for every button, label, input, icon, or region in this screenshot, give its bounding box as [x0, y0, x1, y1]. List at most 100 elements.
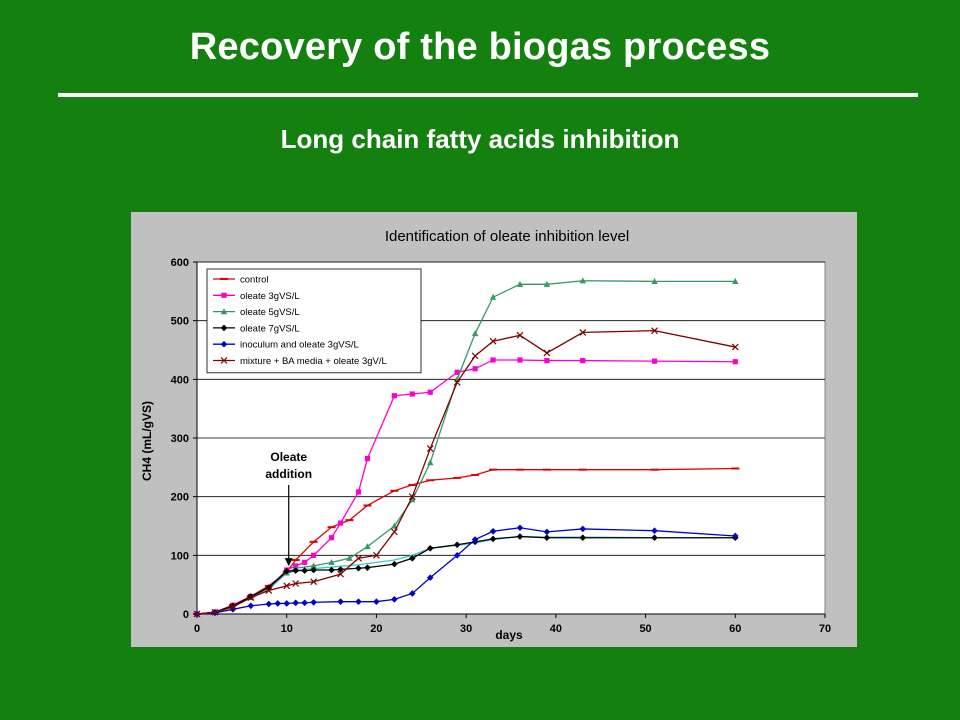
y-tick-label-500: 500: [171, 316, 189, 328]
data-point-1-10: [337, 520, 344, 526]
legend-swatch-marker-1: [221, 292, 227, 298]
data-point-4-13: [391, 596, 398, 603]
data-point-4-12: [373, 598, 380, 605]
data-point-2-8: [328, 558, 335, 565]
data-point-3-7: [301, 567, 308, 574]
series-3: [193, 533, 739, 618]
data-point-1-21: [580, 357, 586, 364]
data-point-4-3: [247, 602, 255, 610]
annotation-layer: Oleate addition: [265, 450, 312, 567]
data-point-3-22: [651, 534, 658, 542]
data-point-1-19: [517, 357, 523, 363]
annotation-arrowhead: [284, 558, 293, 567]
legend-item-2[interactable]: oleate 5gVS/L: [213, 307, 300, 318]
y-axis-label: CH4 (mL/gVS): [140, 401, 154, 481]
data-point-1-11: [355, 489, 362, 495]
data-point-1-13: [391, 393, 397, 399]
data-point-5-20: [651, 327, 658, 335]
data-point-2-20: [651, 277, 658, 284]
data-point-4-5: [274, 600, 282, 607]
data-point-5-6: [292, 580, 300, 587]
title-divider: [58, 93, 918, 97]
data-point-1-12: [364, 455, 371, 462]
legend-item-1[interactable]: oleate 3gVS/L: [213, 291, 300, 302]
data-point-1-17: [472, 366, 478, 372]
data-point-3-14: [409, 554, 416, 562]
data-point-5-2: [229, 603, 237, 611]
legend: control oleate 3gVS/L oleate 5gVS/L oleate …: [206, 268, 422, 374]
series-line-5: [196, 329, 736, 615]
data-point-2-17: [516, 280, 524, 287]
legend-item-4[interactable]: inoculum and oleate 3gVS/L: [213, 340, 359, 351]
data-point-4-19: [516, 524, 524, 532]
data-point-5-5: [283, 582, 291, 590]
series-layer: [193, 277, 740, 618]
data-point-5-8: [337, 570, 344, 578]
y-tick-label-400: 400: [171, 374, 189, 386]
data-point-3-13: [391, 560, 398, 568]
legend-item-0[interactable]: control: [213, 275, 269, 286]
series-line-3: [196, 535, 736, 615]
chart-panel: Identification of oleate inhibition leve…: [131, 212, 857, 647]
data-point-5-15: [471, 352, 479, 360]
data-point-2-7: [310, 562, 317, 569]
data-point-5-13: [426, 445, 434, 452]
legend-item-3[interactable]: oleate 7gVS/L: [213, 323, 300, 334]
chart-title: Identification of oleate inhibition leve…: [385, 228, 629, 245]
data-point-2-15: [471, 330, 479, 337]
legend-box: [206, 268, 422, 374]
data-point-2-16: [489, 293, 497, 300]
data-point-4-14: [409, 590, 416, 597]
axes: 0 100 200 300 400 500 600 0 10 20 30 40 50 60 70: [171, 257, 831, 635]
data-point-4-9: [310, 598, 317, 606]
data-point-5-16: [489, 337, 497, 345]
x-axis-label: days: [495, 628, 523, 642]
data-point-1-22: [651, 358, 658, 364]
legend-label-2: oleate 5gVS/L: [240, 307, 300, 318]
x-tick-label-30: 30: [460, 623, 472, 635]
data-point-1-15: [427, 389, 433, 395]
data-point-5-1: [211, 608, 219, 616]
data-point-5-18: [543, 349, 551, 357]
legend-label-3: oleate 7gVS/L: [240, 323, 300, 334]
data-point-5-0: [193, 610, 201, 618]
data-point-4-11: [355, 598, 362, 605]
data-point-2-19: [579, 277, 586, 284]
x-tick-label-70: 70: [819, 623, 831, 635]
data-point-4-4: [265, 600, 273, 608]
data-point-1-9: [328, 535, 335, 541]
data-point-5-4: [265, 587, 273, 594]
y-tick-label-200: 200: [171, 492, 189, 504]
legend-item-5[interactable]: mixture + BA media + oleate 3gV/L: [213, 356, 387, 367]
x-tick-label-40: 40: [550, 623, 562, 635]
x-tick-label-10: 10: [281, 623, 293, 635]
data-point-1-23: [732, 359, 738, 365]
data-point-4-16: [453, 552, 461, 559]
data-point-4-18: [489, 527, 497, 535]
data-point-2-18: [543, 280, 551, 287]
data-point-4-15: [426, 574, 434, 581]
data-point-3-5: [283, 567, 291, 575]
data-point-4-6: [283, 600, 291, 607]
slide-subtitle: Long chain fatty acids inhibition: [280, 124, 680, 154]
data-point-4-7: [292, 599, 299, 607]
x-tick-label-60: 60: [729, 623, 741, 635]
data-point-1-7: [302, 559, 308, 565]
line-chart: Identification of oleate inhibition leve…: [131, 212, 857, 647]
data-point-5-17: [516, 331, 524, 339]
legend-swatch-marker-3: [220, 324, 228, 332]
data-point-3-2: [229, 602, 237, 610]
legend-label-5: mixture + BA media + oleate 3gV/L: [240, 356, 387, 367]
data-point-1-16: [454, 369, 460, 375]
data-point-2-9: [346, 554, 353, 561]
data-point-5-21: [731, 343, 739, 351]
data-point-4-23: [731, 532, 739, 540]
data-point-5-3: [247, 594, 255, 601]
data-point-5-9: [355, 554, 362, 562]
data-point-4-20: [543, 528, 551, 536]
data-point-3-10: [337, 566, 344, 573]
data-point-5-7: [310, 578, 318, 586]
data-point-1-8: [311, 552, 317, 558]
annotation-line-1: Oleate: [270, 450, 307, 464]
data-point-1-20: [544, 357, 550, 364]
